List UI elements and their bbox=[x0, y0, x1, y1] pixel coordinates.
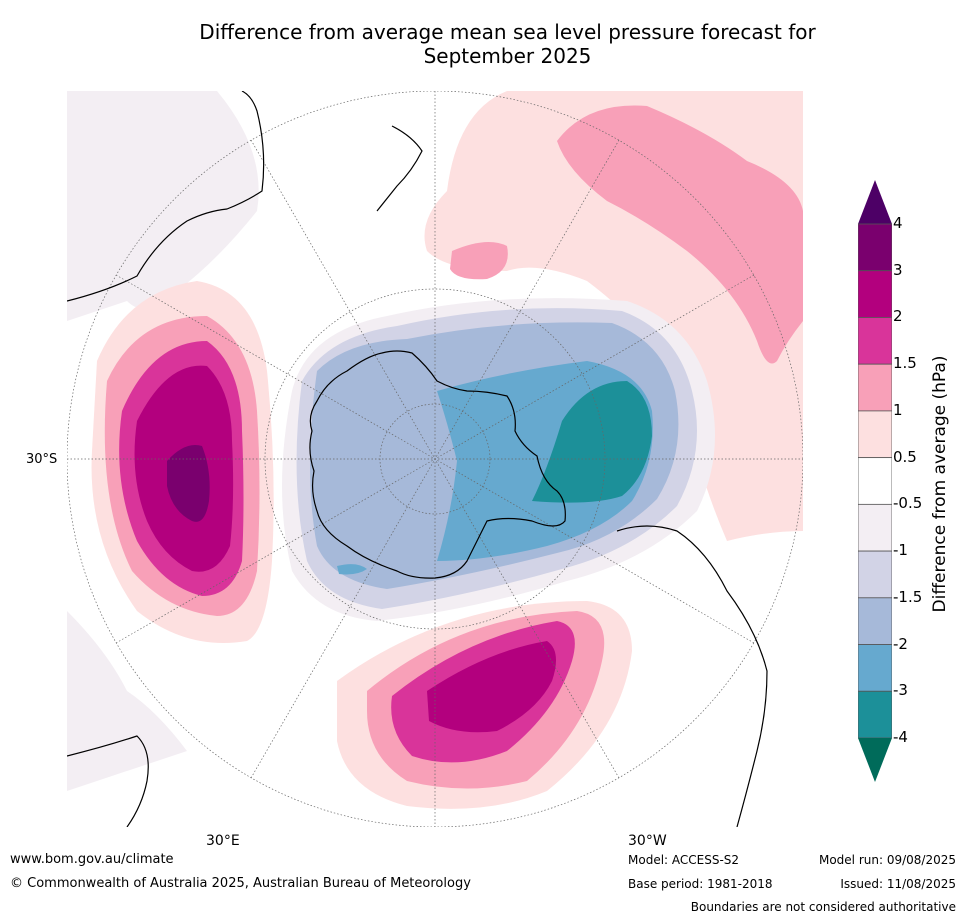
coastlines bbox=[67, 91, 768, 827]
colorbar-over-triangle bbox=[858, 180, 892, 224]
colorbar-box bbox=[857, 550, 893, 599]
longitude-label-30w: 30°W bbox=[628, 833, 667, 849]
anomaly-region-pos-indian-3 bbox=[167, 445, 210, 522]
colorbar-tick-label: 3 bbox=[893, 260, 903, 279]
colorbar-box bbox=[857, 503, 893, 552]
website-text: www.bom.gov.au/climate bbox=[10, 852, 174, 867]
title-line-2: September 2025 bbox=[423, 44, 592, 68]
anomaly-region-pos-atlantic-2 bbox=[427, 641, 556, 733]
longitude-label-30e: 30°E bbox=[206, 833, 240, 849]
latitude-label: 30°S bbox=[26, 452, 58, 467]
model-text: Model: ACCESS-S2 bbox=[628, 853, 740, 867]
title-line-1: Difference from average mean sea level p… bbox=[199, 20, 816, 44]
colorbar-box bbox=[857, 363, 893, 412]
colorbar-box bbox=[857, 270, 893, 318]
colorbar-tick-label: 1 bbox=[893, 400, 903, 419]
australia-coastline bbox=[67, 91, 265, 302]
colorbar-box bbox=[857, 457, 893, 505]
anomaly-region-pos-pacific-small bbox=[450, 242, 508, 280]
anomaly-region-neg-topleft bbox=[67, 91, 259, 321]
antarctica-coastline bbox=[309, 350, 566, 579]
colorbar-tick-label: 0.5 bbox=[893, 447, 917, 466]
colorbar-box bbox=[857, 690, 893, 739]
model-run-text: Model run: 09/08/2025 bbox=[818, 853, 956, 867]
colorbar-tick-label: 2 bbox=[893, 307, 903, 326]
colorbar-box bbox=[857, 410, 893, 459]
colorbar-tick-label: 1.5 bbox=[893, 354, 917, 373]
base-period-text: Base period: 1981-2018 bbox=[628, 877, 773, 891]
colorbar-tick-label: -0.5 bbox=[893, 494, 923, 513]
anomaly-region-neg-antarctic-small bbox=[337, 564, 367, 575]
colorbar-tick-label: -4 bbox=[893, 728, 908, 746]
colorbar-box bbox=[857, 644, 893, 692]
anomaly-region-neg-leftedge bbox=[67, 611, 187, 791]
colorbar-tick-label: -1.5 bbox=[893, 587, 923, 606]
south-america-coastline bbox=[616, 525, 768, 827]
colorbar-box bbox=[857, 317, 893, 365]
forecast-map[interactable] bbox=[67, 91, 803, 827]
colorbar-boxes bbox=[857, 223, 893, 739]
colorbar bbox=[857, 180, 893, 786]
colorbar-tick-label: -1 bbox=[893, 541, 908, 560]
colorbar-box bbox=[857, 223, 893, 272]
copyright-text: © Commonwealth of Australia 2025, Austra… bbox=[10, 876, 471, 891]
colorbar-box bbox=[857, 597, 893, 645]
colorbar-tick-label: -2 bbox=[893, 634, 908, 653]
issued-text: Issued: 11/08/2025 bbox=[840, 877, 956, 891]
africa-coastline bbox=[67, 735, 149, 827]
disclaimer-text: Boundaries are not considered authoritat… bbox=[690, 900, 956, 914]
anomaly-region-neg-antarctic-3 bbox=[532, 381, 652, 503]
graticule bbox=[67, 91, 803, 827]
anomaly-region-pos-pacific-1 bbox=[557, 105, 803, 364]
colorbar-svg bbox=[857, 180, 893, 782]
colorbar-tick-label: -3 bbox=[893, 681, 908, 700]
colorbar-title: Difference from average (hPa) bbox=[930, 355, 950, 613]
colorbar-under-triangle bbox=[858, 738, 892, 782]
colorbar-tick-label: 4 bbox=[893, 214, 903, 232]
new-zealand-coastline bbox=[376, 125, 423, 212]
chart-title: Difference from average mean sea level p… bbox=[0, 20, 965, 68]
